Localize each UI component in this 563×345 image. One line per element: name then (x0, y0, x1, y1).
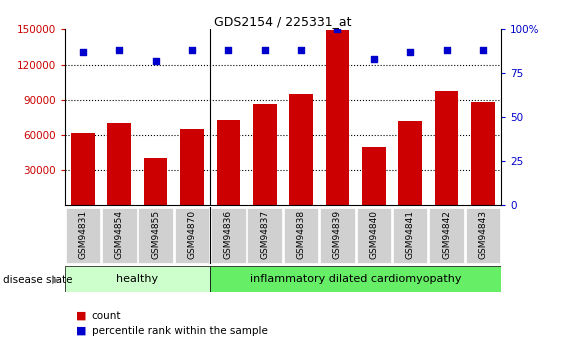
Text: ■: ■ (76, 326, 87, 335)
Bar (471, 102, 495, 205)
FancyBboxPatch shape (210, 266, 501, 292)
Bar (144, 158, 167, 205)
Bar (217, 120, 240, 205)
FancyBboxPatch shape (175, 208, 209, 263)
Point (187, 48, 196, 53)
Text: count: count (92, 311, 121, 321)
Bar (180, 129, 204, 205)
Bar (289, 94, 313, 205)
FancyBboxPatch shape (393, 208, 427, 263)
FancyBboxPatch shape (356, 208, 391, 263)
Bar (253, 105, 276, 205)
Text: GSM94831: GSM94831 (78, 210, 87, 259)
Text: percentile rank within the sample: percentile rank within the sample (92, 326, 267, 335)
Point (406, 49, 415, 55)
Point (442, 48, 451, 53)
Text: GSM94841: GSM94841 (406, 210, 415, 259)
Text: ▶: ▶ (52, 275, 60, 285)
Text: GSM94838: GSM94838 (297, 210, 306, 259)
FancyBboxPatch shape (211, 208, 245, 263)
Point (224, 48, 233, 53)
Text: ■: ■ (76, 311, 87, 321)
Bar (325, 30, 349, 205)
Point (260, 48, 269, 53)
Point (115, 48, 124, 53)
Text: inflammatory dilated cardiomyopathy: inflammatory dilated cardiomyopathy (250, 274, 461, 284)
Title: GDS2154 / 225331_at: GDS2154 / 225331_at (214, 15, 352, 28)
Bar (362, 147, 386, 205)
Text: GSM94854: GSM94854 (115, 210, 124, 259)
Text: GSM94842: GSM94842 (442, 210, 451, 259)
FancyBboxPatch shape (284, 208, 319, 263)
FancyBboxPatch shape (320, 208, 355, 263)
Bar (399, 121, 422, 205)
Text: GSM94837: GSM94837 (260, 210, 269, 259)
Point (78, 49, 87, 55)
Text: healthy: healthy (117, 274, 159, 284)
Bar (71, 132, 95, 205)
Text: GSM94839: GSM94839 (333, 210, 342, 259)
Point (333, 27, 342, 32)
Point (151, 58, 160, 64)
FancyBboxPatch shape (247, 208, 282, 263)
FancyBboxPatch shape (66, 208, 100, 263)
Bar (435, 91, 458, 205)
Point (369, 57, 378, 62)
FancyBboxPatch shape (102, 208, 137, 263)
Text: disease state: disease state (3, 275, 72, 285)
Text: GSM94840: GSM94840 (369, 210, 378, 259)
Point (297, 48, 306, 53)
Text: GSM94855: GSM94855 (151, 210, 160, 259)
Text: GSM94843: GSM94843 (479, 210, 488, 259)
Point (479, 48, 488, 53)
FancyBboxPatch shape (65, 266, 210, 292)
FancyBboxPatch shape (429, 208, 464, 263)
FancyBboxPatch shape (466, 208, 500, 263)
Text: GSM94836: GSM94836 (224, 210, 233, 259)
Text: GSM94870: GSM94870 (187, 210, 196, 259)
FancyBboxPatch shape (138, 208, 173, 263)
Bar (108, 123, 131, 205)
